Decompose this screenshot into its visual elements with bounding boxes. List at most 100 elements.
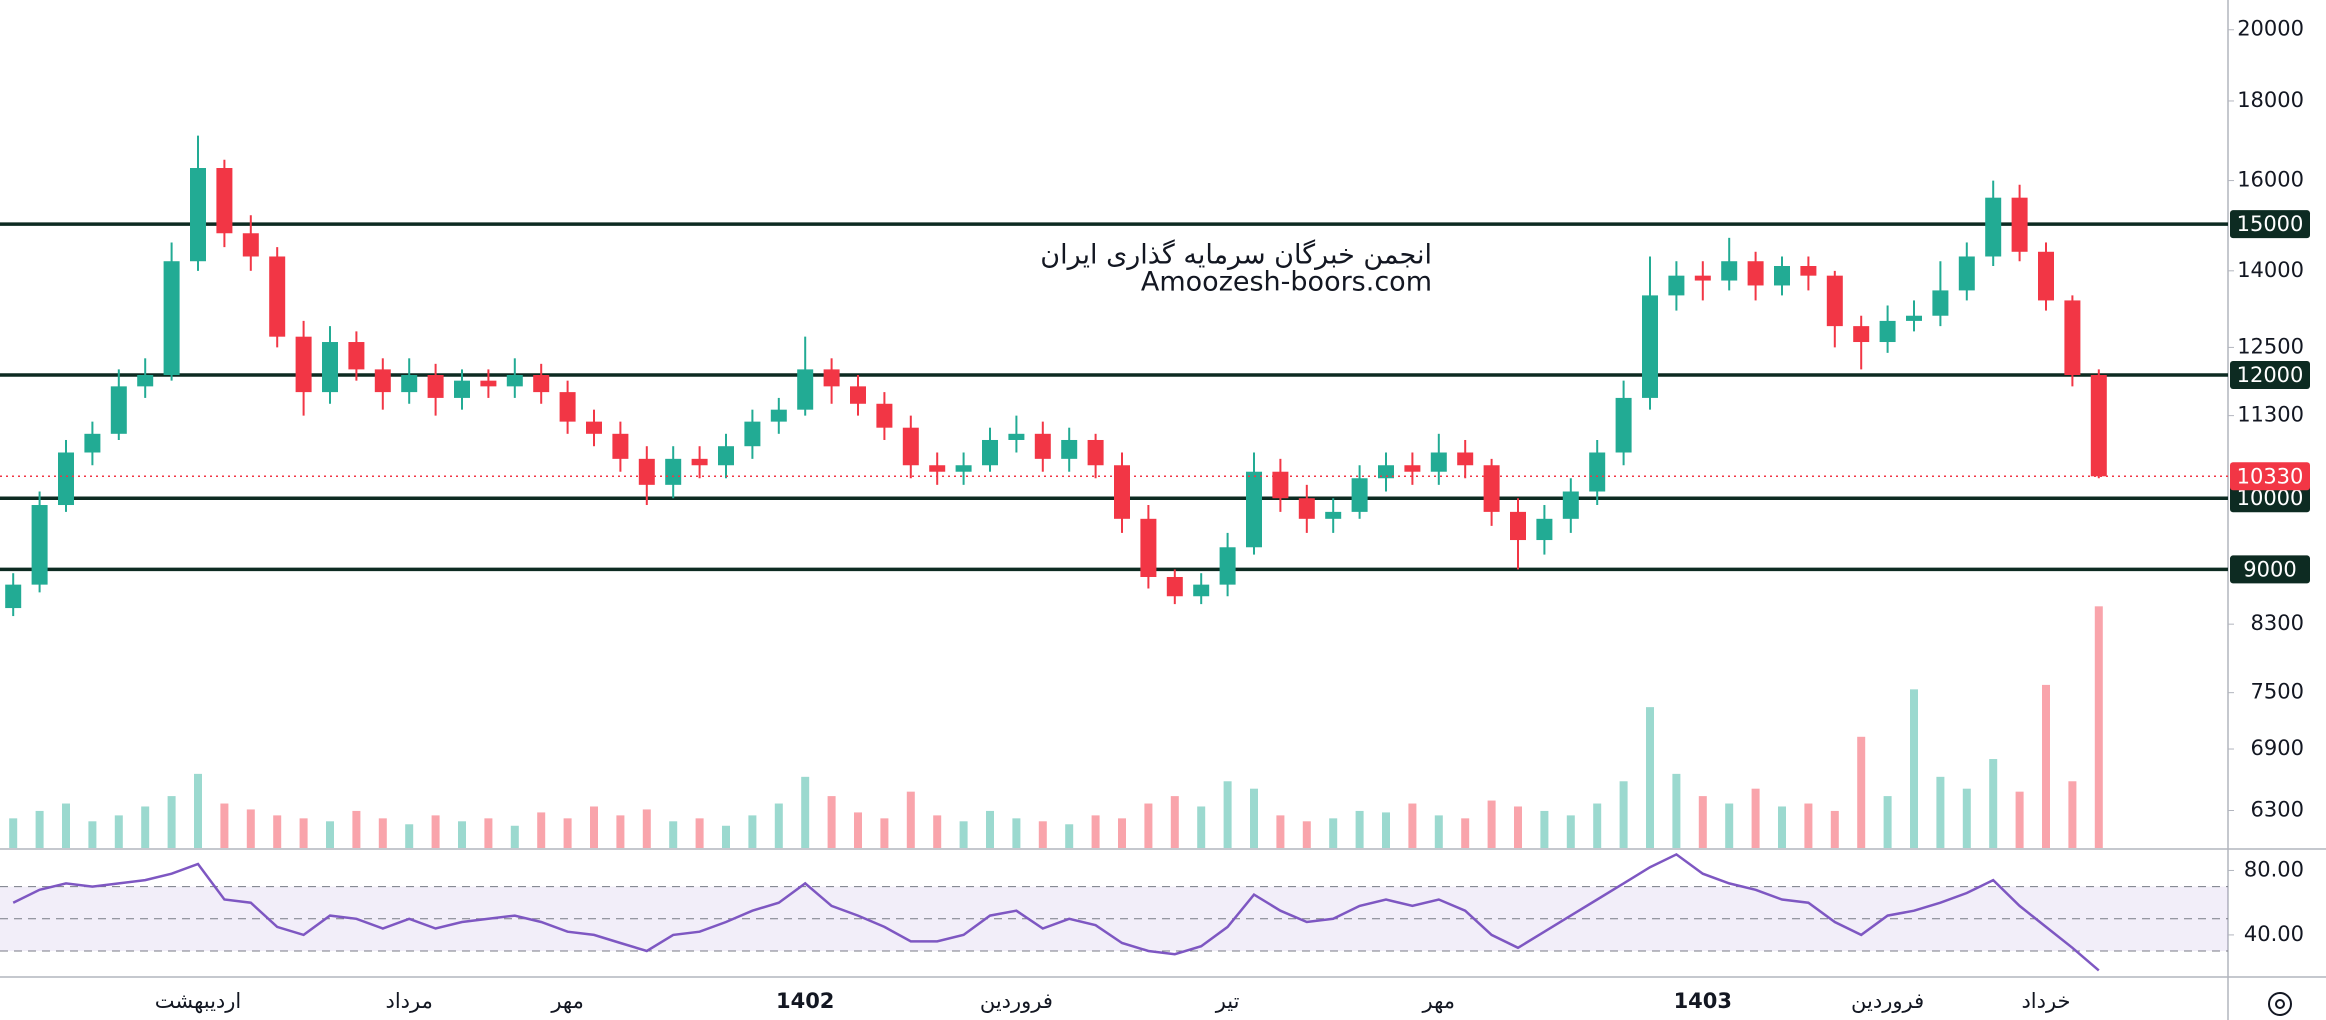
candle-body [1351,478,1368,512]
volume-bar [1619,781,1628,848]
candle-body [322,342,338,393]
candle-body [1483,465,1500,512]
y-tick-label: 6300 [2251,798,2304,822]
candle-body [1615,397,1632,453]
candle-body [1721,261,1738,281]
volume-bar [748,815,757,848]
volume-bar [2094,606,2103,848]
settings-dot[interactable] [2275,999,2285,1009]
volume-bar [880,818,889,848]
volume-bar [35,810,44,848]
volume-bar [1012,818,1021,848]
candle-body [823,369,840,387]
volume-bar [959,821,968,848]
candle-body [691,458,708,466]
volume-bar [1223,781,1232,848]
volume-bar [774,803,783,848]
candle-body [1589,452,1606,492]
candle-body [1668,275,1685,296]
last-price-box [2230,462,2310,491]
rsi-tick-label: 80.00 [2244,857,2304,881]
candle-body [84,433,101,453]
volume-bar [114,815,123,848]
volume-bar [801,776,810,848]
volume-bar [510,825,519,848]
volume-bar [1065,824,1074,848]
volume-bar [722,825,730,848]
y-tick-label: 6900 [2251,736,2304,760]
x-tick-label: مهر [1422,989,1456,1013]
candle-body [876,403,893,428]
volume-bar [1751,788,1760,848]
volume-bar [1487,800,1496,848]
candle-body [1853,326,1870,343]
volume-bar [352,810,361,848]
candle-body [110,386,127,434]
candle-body [1457,452,1474,466]
x-tick-label: فروردین [980,989,1053,1013]
candle-body [348,342,365,370]
candle-body [1800,266,1817,276]
candle-body [850,386,866,404]
volume-bar [933,815,942,848]
volume-bar [220,803,229,848]
settings-icon[interactable] [2268,992,2292,1016]
candle-body [586,421,602,434]
volume-bar [458,821,466,848]
volume-bar [1830,810,1839,848]
candle-body [929,465,946,472]
candle-body [163,261,180,376]
y-tick-label: 11300 [2237,403,2304,427]
candle-body [1510,511,1526,541]
volume-bar [1276,815,1285,848]
candle-body [1642,295,1658,398]
rsi-tick-label: 40.00 [2244,922,2304,946]
candle-body [5,584,22,609]
candle-body [1087,439,1104,466]
candle-body [1193,584,1210,597]
y-tick-label: 14000 [2237,258,2304,282]
candle-body [506,375,523,387]
x-tick-label: فروردین [1851,989,1924,1013]
candle-body [797,369,814,410]
candle-body [1985,197,2002,257]
candle-body [2064,300,2081,376]
candle-body [1404,465,1421,472]
volume-bar [1250,788,1258,848]
volume-bar [405,824,414,848]
candle-body [1219,547,1236,585]
candle-body [295,336,312,393]
rsi-line [12,852,2100,972]
volume-bar [1804,803,1813,848]
volume-bar [906,791,915,848]
level-label-box [2230,484,2310,513]
x-tick-label: خرداد [2021,989,2070,1013]
candle-body [1114,465,1130,519]
volume-bar [537,812,546,848]
volume-bar [1883,796,1892,848]
volume-bar [590,806,598,848]
level-label: 9000 [2243,557,2296,581]
candle-body [718,446,734,466]
settings-ring[interactable] [2268,992,2292,1016]
volume-bar [2042,684,2050,848]
candle-body [1008,433,1025,440]
candle-body [559,392,576,422]
x-tick-label: 1403 [1674,989,1732,1013]
candle-body [427,375,444,398]
volume-bar [299,818,308,848]
volume-bar [827,796,836,848]
volume-bar [669,821,678,848]
volume-bar [88,821,97,848]
volume-bar [695,818,704,848]
candle-body [665,458,682,485]
candle-body [1298,498,1315,519]
volume-bar [1989,759,1998,848]
candle-body [1774,266,1790,286]
candle-body [1061,439,1078,459]
candle-body [242,233,259,257]
volume-bar [484,818,493,848]
volume-bar [1672,773,1681,848]
candle-body [190,168,206,262]
